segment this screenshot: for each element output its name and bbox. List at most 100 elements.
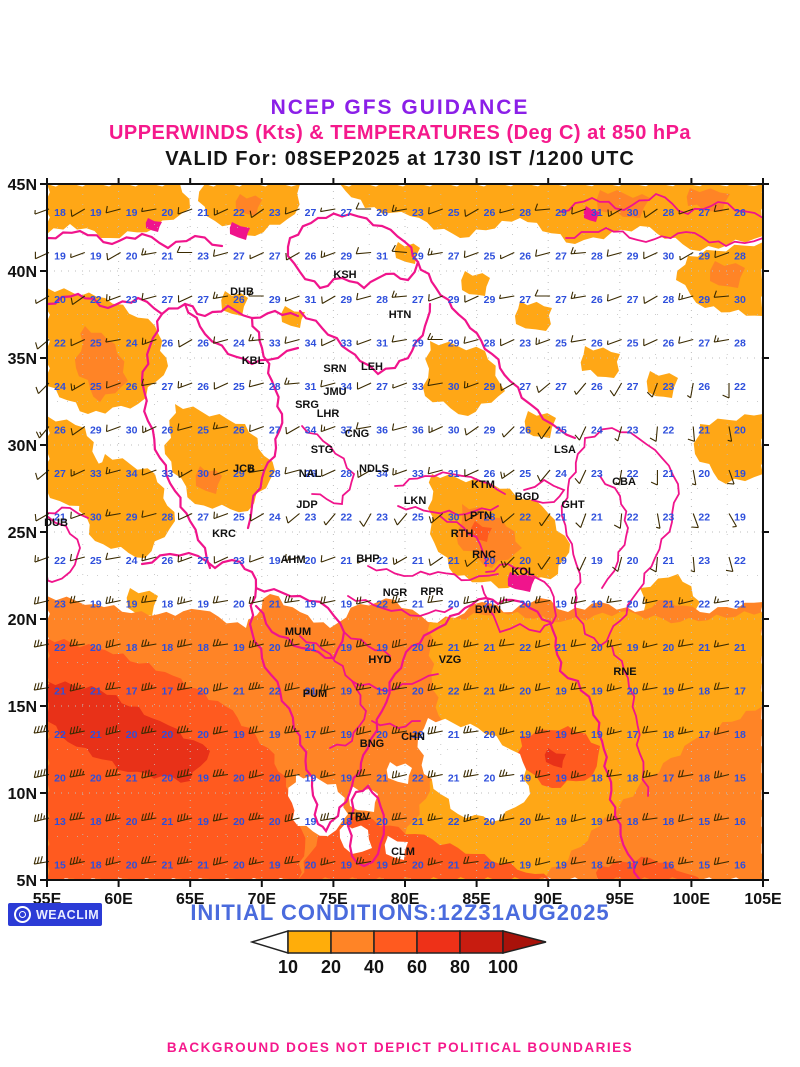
temp-value: 26 — [162, 555, 174, 567]
wind-barb — [141, 725, 157, 735]
wind-barb — [248, 769, 264, 779]
station-label: RTH — [451, 528, 474, 540]
wind-barb — [576, 556, 587, 571]
temp-value: 28 — [591, 251, 603, 263]
temp-value: 16 — [734, 816, 746, 828]
wind-barb — [33, 768, 50, 779]
wind-barb — [212, 422, 229, 430]
temp-value: 21 — [412, 555, 424, 567]
temp-value: 16 — [663, 860, 675, 872]
temp-value: 20 — [519, 686, 531, 698]
temp-value: 27 — [162, 294, 174, 306]
wind-barb — [177, 207, 193, 215]
wind-barb — [534, 639, 551, 649]
temp-value: 30 — [448, 512, 460, 524]
temp-value: 24 — [126, 555, 138, 567]
temp-value: 21 — [448, 860, 460, 872]
temp-value: 21 — [663, 468, 675, 480]
wind-barb — [106, 252, 121, 261]
temp-value: 26 — [305, 251, 317, 263]
temp-value: 31 — [305, 294, 317, 306]
temp-value: 28 — [663, 294, 675, 306]
wind-barb — [574, 382, 587, 395]
wind-barb — [391, 770, 408, 779]
temp-value: 18 — [627, 816, 639, 828]
temp-value: 20 — [376, 729, 388, 741]
wind-barb — [392, 556, 408, 565]
temp-value: 17 — [305, 729, 317, 741]
temp-value: 21 — [484, 642, 496, 654]
station-label: KBL — [242, 355, 265, 367]
wind-barb — [713, 770, 730, 779]
wind-barb — [70, 338, 86, 347]
station-label: CBA — [612, 476, 636, 488]
wind-barb — [141, 510, 157, 518]
wind-barb — [177, 512, 193, 521]
temp-value: 19 — [555, 860, 567, 872]
temp-value: 21 — [305, 686, 317, 698]
wind-barb — [537, 426, 551, 440]
wind-barb — [463, 381, 479, 389]
station-label: NGR — [383, 587, 408, 599]
wind-barb — [649, 556, 658, 573]
temp-value: 22 — [376, 555, 388, 567]
wind-barb — [177, 381, 193, 389]
wind-barb — [500, 382, 515, 391]
wind-barb — [678, 292, 694, 301]
wind-barb — [427, 595, 443, 604]
temp-value: 19 — [233, 729, 245, 741]
lat-tick-label: 10N — [8, 786, 37, 803]
wind-barb — [33, 639, 50, 648]
temp-value: 36 — [376, 425, 388, 437]
wind-barb — [678, 336, 694, 344]
temp-value: 34 — [376, 468, 388, 480]
temp-value: 23 — [663, 512, 675, 524]
temp-value: 20 — [269, 816, 281, 828]
wind-barb — [105, 812, 121, 822]
temp-value: 27 — [162, 381, 174, 393]
temp-value: 26 — [162, 338, 174, 350]
temp-value: 22 — [734, 555, 746, 567]
temp-value: 20 — [698, 468, 710, 480]
wind-barb — [70, 426, 86, 436]
wind-barb — [176, 856, 193, 865]
wind-barb — [356, 596, 372, 605]
wind-barb — [500, 513, 515, 524]
station-label: VZG — [439, 654, 462, 666]
temp-value: 24 — [233, 338, 245, 350]
wind-barb — [728, 513, 737, 528]
temp-value: 28 — [519, 207, 531, 219]
wind-barb — [727, 469, 735, 485]
wind-barb — [570, 682, 586, 691]
temp-value: 27 — [698, 207, 710, 219]
wind-barb — [248, 725, 264, 735]
temp-value: 21 — [90, 686, 102, 698]
wind-barb — [427, 857, 443, 866]
wind-barb — [687, 426, 696, 442]
station-label: KTM — [471, 479, 495, 491]
wind-barb — [428, 294, 443, 302]
temp-value: 27 — [197, 294, 209, 306]
temp-value: 20 — [519, 555, 531, 567]
wind-barb — [142, 425, 157, 434]
temp-value: 21 — [197, 207, 209, 219]
temp-value: 24 — [591, 425, 603, 437]
wind-barb — [213, 382, 229, 390]
wind-barb — [679, 252, 694, 261]
temp-value: 27 — [627, 381, 639, 393]
wind-barb — [33, 682, 50, 691]
temp-value: 23 — [233, 555, 245, 567]
wind-barb — [691, 513, 699, 529]
temp-value: 33 — [269, 338, 281, 350]
temp-value: 23 — [376, 512, 388, 524]
temp-value: 21 — [591, 512, 603, 524]
temp-value: 23 — [412, 207, 424, 219]
wind-barb — [643, 338, 658, 347]
temp-value: 20 — [126, 729, 138, 741]
wind-barb — [498, 638, 515, 647]
temp-value: 20 — [412, 860, 424, 872]
wind-barb — [249, 208, 265, 219]
wind-barb — [570, 770, 586, 779]
wind-barb — [464, 295, 479, 303]
